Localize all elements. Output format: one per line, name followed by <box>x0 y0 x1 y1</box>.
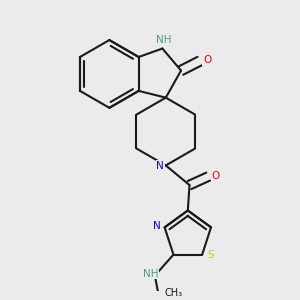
Text: N: N <box>153 221 161 231</box>
Text: O: O <box>203 55 211 65</box>
Text: NH: NH <box>156 35 172 45</box>
Text: O: O <box>212 171 220 181</box>
Text: S: S <box>207 250 214 260</box>
Text: N: N <box>157 161 164 171</box>
Text: NH: NH <box>143 269 158 279</box>
Text: CH₃: CH₃ <box>164 288 182 298</box>
